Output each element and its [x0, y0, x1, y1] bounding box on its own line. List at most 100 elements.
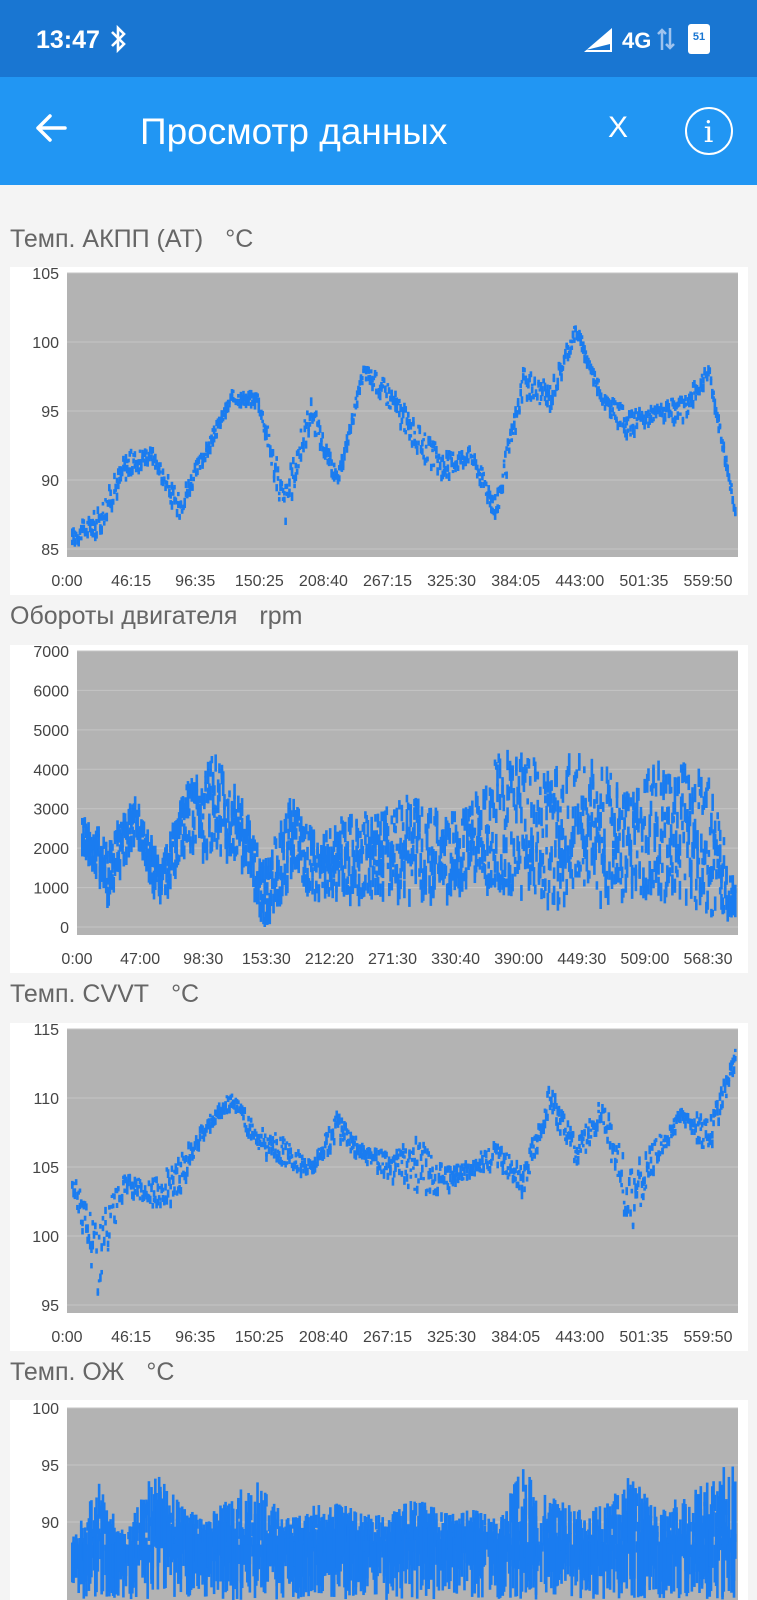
- data-point: [494, 833, 498, 854]
- data-point: [637, 787, 640, 801]
- data-point: [529, 371, 533, 378]
- data-point: [612, 1145, 616, 1152]
- chart-at-temp[interactable]: 105 100 95 90 85 0:00 46:15 96:35 150:25 208:40 26…: [10, 267, 748, 595]
- data-point: [555, 774, 558, 785]
- data-point: [643, 778, 647, 794]
- x-tick-label: 96:35: [175, 573, 215, 590]
- data-point: [136, 1507, 139, 1530]
- chart-coolant-temp[interactable]: 100 95 90: [10, 1400, 748, 1600]
- back-arrow-icon[interactable]: [34, 111, 68, 150]
- data-point: [714, 406, 718, 413]
- data-point: [74, 531, 78, 537]
- data-point: [375, 371, 378, 377]
- data-point: [669, 855, 673, 866]
- data-point: [329, 457, 332, 461]
- data-point: [340, 816, 343, 824]
- data-point: [120, 1197, 124, 1205]
- data-point: [178, 1174, 181, 1184]
- data-point: [133, 463, 137, 469]
- data-point: [300, 1154, 304, 1161]
- close-button[interactable]: X: [608, 111, 629, 144]
- data-point: [525, 834, 528, 850]
- data-point: [727, 1079, 731, 1087]
- data-point: [478, 857, 482, 870]
- data-point: [692, 838, 696, 859]
- data-point: [214, 1118, 217, 1125]
- data-point: [591, 773, 595, 787]
- data-point: [467, 458, 470, 464]
- data-point: [606, 1136, 609, 1144]
- data-point: [187, 1141, 190, 1150]
- data-point: [271, 1142, 275, 1152]
- data-point: [208, 813, 211, 829]
- x-tick-label: 443:00: [555, 573, 604, 590]
- data-point: [97, 514, 101, 523]
- data-point: [699, 378, 703, 387]
- data-point: [109, 489, 112, 496]
- data-point: [306, 867, 309, 880]
- data-point: [389, 1164, 392, 1173]
- data-point: [97, 826, 100, 838]
- section-unit: °C: [146, 1358, 175, 1386]
- data-point: [538, 1137, 542, 1142]
- data-point: [569, 1511, 572, 1534]
- data-point: [401, 1518, 405, 1572]
- data-point: [718, 1108, 722, 1116]
- data-point: [505, 878, 508, 888]
- data-point: [356, 827, 360, 849]
- data-point: [427, 848, 430, 864]
- series-points: [71, 1048, 737, 1296]
- data-point: [281, 881, 284, 897]
- data-point: [413, 822, 416, 839]
- chart-cvvt-temp[interactable]: 115 110 105 100 95 0:00 46:15 96:35 150:25 208:40…: [10, 1023, 748, 1351]
- data-point: [386, 383, 390, 387]
- section-title: Темп. ОЖ: [10, 1358, 125, 1386]
- data-point: [348, 886, 352, 907]
- data-point: [575, 769, 579, 777]
- x-tick-label: 568:30: [684, 951, 733, 968]
- data-point: [253, 853, 256, 863]
- data-point: [265, 1151, 268, 1157]
- y-tick-label: 90: [41, 473, 59, 490]
- data-point: [454, 464, 457, 473]
- data-point: [419, 852, 423, 874]
- chart-engine-rpm[interactable]: 7000 6000 5000 4000 3000 2000 1000 0 0:00 47:00 98…: [10, 645, 748, 973]
- data-point: [272, 1140, 276, 1144]
- data-point: [597, 1109, 600, 1114]
- data-point: [263, 884, 267, 905]
- data-point: [189, 1142, 193, 1150]
- data-point: [100, 1243, 103, 1252]
- data-point: [610, 399, 613, 407]
- data-point: [379, 821, 382, 836]
- data-point: [610, 807, 614, 826]
- data-point: [658, 843, 662, 862]
- data-point: [696, 830, 699, 851]
- data-point: [601, 802, 605, 812]
- data-point: [261, 1126, 264, 1133]
- data-point: [620, 810, 624, 820]
- data-point: [71, 528, 74, 537]
- data-point: [87, 822, 90, 842]
- data-point: [663, 1515, 667, 1532]
- data-point: [548, 384, 552, 390]
- data-point: [444, 466, 447, 471]
- data-point: [380, 1169, 383, 1175]
- data-point: [99, 1223, 102, 1229]
- data-point: [612, 411, 616, 417]
- data-point: [615, 416, 618, 423]
- data-point: [435, 1164, 438, 1171]
- data-point: [260, 411, 263, 420]
- data-point: [166, 1521, 170, 1568]
- data-point: [712, 1481, 715, 1509]
- data-point: [279, 820, 283, 840]
- info-icon[interactable]: i: [685, 107, 733, 155]
- data-point: [242, 1114, 245, 1121]
- data-point: [597, 1101, 600, 1107]
- data-point: [645, 410, 649, 417]
- data-point: [359, 1148, 363, 1154]
- data-point: [248, 1125, 252, 1131]
